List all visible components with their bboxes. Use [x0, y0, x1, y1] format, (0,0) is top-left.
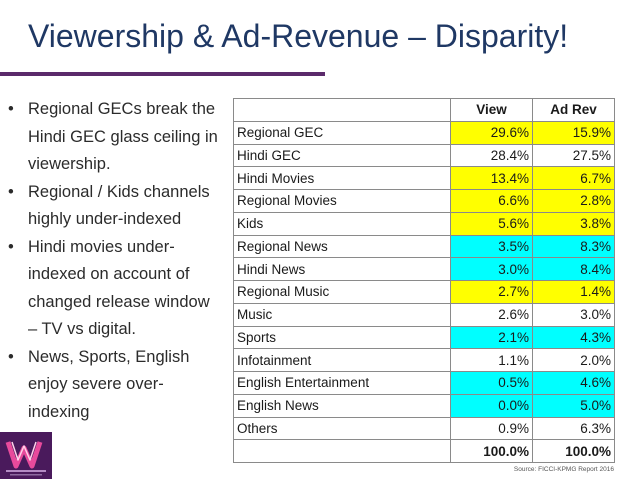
viewership-adrev-table: View Ad Rev Regional GEC 29.6% 15.9% Hindi … — [233, 98, 615, 463]
row-view-share: 0.0% — [450, 393, 533, 418]
row-view-share: 2.1% — [450, 325, 533, 350]
row-adrev-share: 5.0% — [532, 393, 615, 418]
table-row: Music 2.6% 3.0% — [233, 302, 615, 327]
bullet-icon: • — [8, 237, 14, 256]
table-row: Infotainment 1.1% 2.0% — [233, 348, 615, 372]
bullet-list: • Regional GECs break the Hindi GEC glass… — [8, 96, 218, 426]
company-logo — [0, 432, 52, 479]
w-logo-icon — [0, 432, 52, 479]
row-adrev-share: 15.9% — [532, 120, 615, 145]
row-view-share: 0.9% — [450, 416, 533, 441]
bullet-icon: • — [8, 182, 14, 201]
row-view-share: 1.1% — [450, 348, 533, 372]
row-category: Regional News — [233, 234, 451, 259]
table-row: Hindi News 3.0% 8.4% — [233, 257, 615, 281]
bullet-item: • Regional / Kids channels highly under-i… — [8, 179, 218, 234]
table-row: Regional Movies 6.6% 2.8% — [233, 189, 615, 213]
total-label — [233, 439, 451, 463]
row-category: Hindi News — [233, 257, 451, 281]
table-row: Kids 5.6% 3.8% — [233, 211, 615, 236]
row-view-share: 2.6% — [450, 302, 533, 327]
row-adrev-share: 3.0% — [532, 302, 615, 327]
bullet-item: • Regional GECs break the Hindi GEC glass… — [8, 96, 218, 179]
row-adrev-share: 4.6% — [532, 371, 615, 395]
table-row: English Entertainment 0.5% 4.6% — [233, 371, 615, 395]
slide-title: Viewership & Ad-Revenue – Disparity! — [28, 18, 569, 54]
row-adrev-share: 6.3% — [532, 416, 615, 441]
total-view: 100.0% — [450, 439, 533, 463]
table-header-row: View Ad Rev — [233, 98, 615, 122]
bullet-item: • Hindi movies under-indexed on account o… — [8, 234, 218, 344]
row-category: Kids — [233, 211, 451, 236]
table-row: Sports 2.1% 4.3% — [233, 325, 615, 350]
row-adrev-share: 1.4% — [532, 280, 615, 304]
table-row: Regional Music 2.7% 1.4% — [233, 280, 615, 304]
table-row: English News 0.0% 5.0% — [233, 393, 615, 418]
row-view-share: 28.4% — [450, 143, 533, 168]
row-view-share: 2.7% — [450, 280, 533, 304]
row-view-share: 13.4% — [450, 166, 533, 190]
row-adrev-share: 8.4% — [532, 257, 615, 281]
row-adrev-share: 3.8% — [532, 211, 615, 236]
header-view: View — [450, 98, 533, 122]
header-adrev: Ad Rev — [532, 98, 615, 122]
row-view-share: 5.6% — [450, 211, 533, 236]
table-row: Hindi Movies 13.4% 6.7% — [233, 166, 615, 190]
table-body: Regional GEC 29.6% 15.9% Hindi GEC 28.4% 27.5… — [233, 120, 615, 463]
row-adrev-share: 6.7% — [532, 166, 615, 190]
row-category: Others — [233, 416, 451, 441]
row-category: Regional GEC — [233, 120, 451, 145]
bullet-icon: • — [8, 347, 14, 366]
header-category — [233, 98, 451, 122]
total-adrev: 100.0% — [532, 439, 615, 463]
row-view-share: 3.0% — [450, 257, 533, 281]
bullet-text: Regional GECs break the Hindi GEC glass … — [28, 100, 218, 173]
bullet-item: • News, Sports, English enjoy severe over… — [8, 344, 218, 427]
row-adrev-share: 8.3% — [532, 234, 615, 259]
table-row: Regional News 3.5% 8.3% — [233, 234, 615, 259]
title-underline — [0, 72, 325, 76]
bullet-text: Regional / Kids channels highly under-in… — [28, 182, 210, 229]
row-view-share: 6.6% — [450, 189, 533, 213]
row-category: Sports — [233, 325, 451, 350]
row-adrev-share: 2.0% — [532, 348, 615, 372]
row-view-share: 29.6% — [450, 120, 533, 145]
bullet-icon: • — [8, 100, 14, 118]
table-total-row: 100.0% 100.0% — [233, 439, 615, 463]
row-adrev-share: 27.5% — [532, 143, 615, 168]
row-adrev-share: 2.8% — [532, 189, 615, 213]
row-category: Music — [233, 302, 451, 327]
bullet-text: Hindi movies under-indexed on account of… — [28, 237, 210, 339]
bullet-text: News, Sports, English enjoy severe over-… — [28, 347, 190, 421]
source-note: Source: FICCI-KPMG Report 2016 — [513, 466, 614, 473]
table-row: Others 0.9% 6.3% — [233, 416, 615, 441]
row-category: Hindi GEC — [233, 143, 451, 168]
table-row: Regional GEC 29.6% 15.9% — [233, 120, 615, 145]
row-category: English Entertainment — [233, 371, 451, 395]
row-category: Infotainment — [233, 348, 451, 372]
row-category: English News — [233, 393, 451, 418]
table-row: Hindi GEC 28.4% 27.5% — [233, 143, 615, 168]
row-category: Hindi Movies — [233, 166, 451, 190]
row-category: Regional Music — [233, 280, 451, 304]
row-view-share: 3.5% — [450, 234, 533, 259]
row-view-share: 0.5% — [450, 371, 533, 395]
row-category: Regional Movies — [233, 189, 451, 213]
row-adrev-share: 4.3% — [532, 325, 615, 350]
